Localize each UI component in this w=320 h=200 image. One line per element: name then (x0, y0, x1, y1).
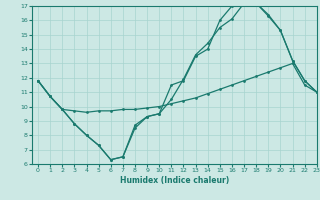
X-axis label: Humidex (Indice chaleur): Humidex (Indice chaleur) (120, 176, 229, 185)
